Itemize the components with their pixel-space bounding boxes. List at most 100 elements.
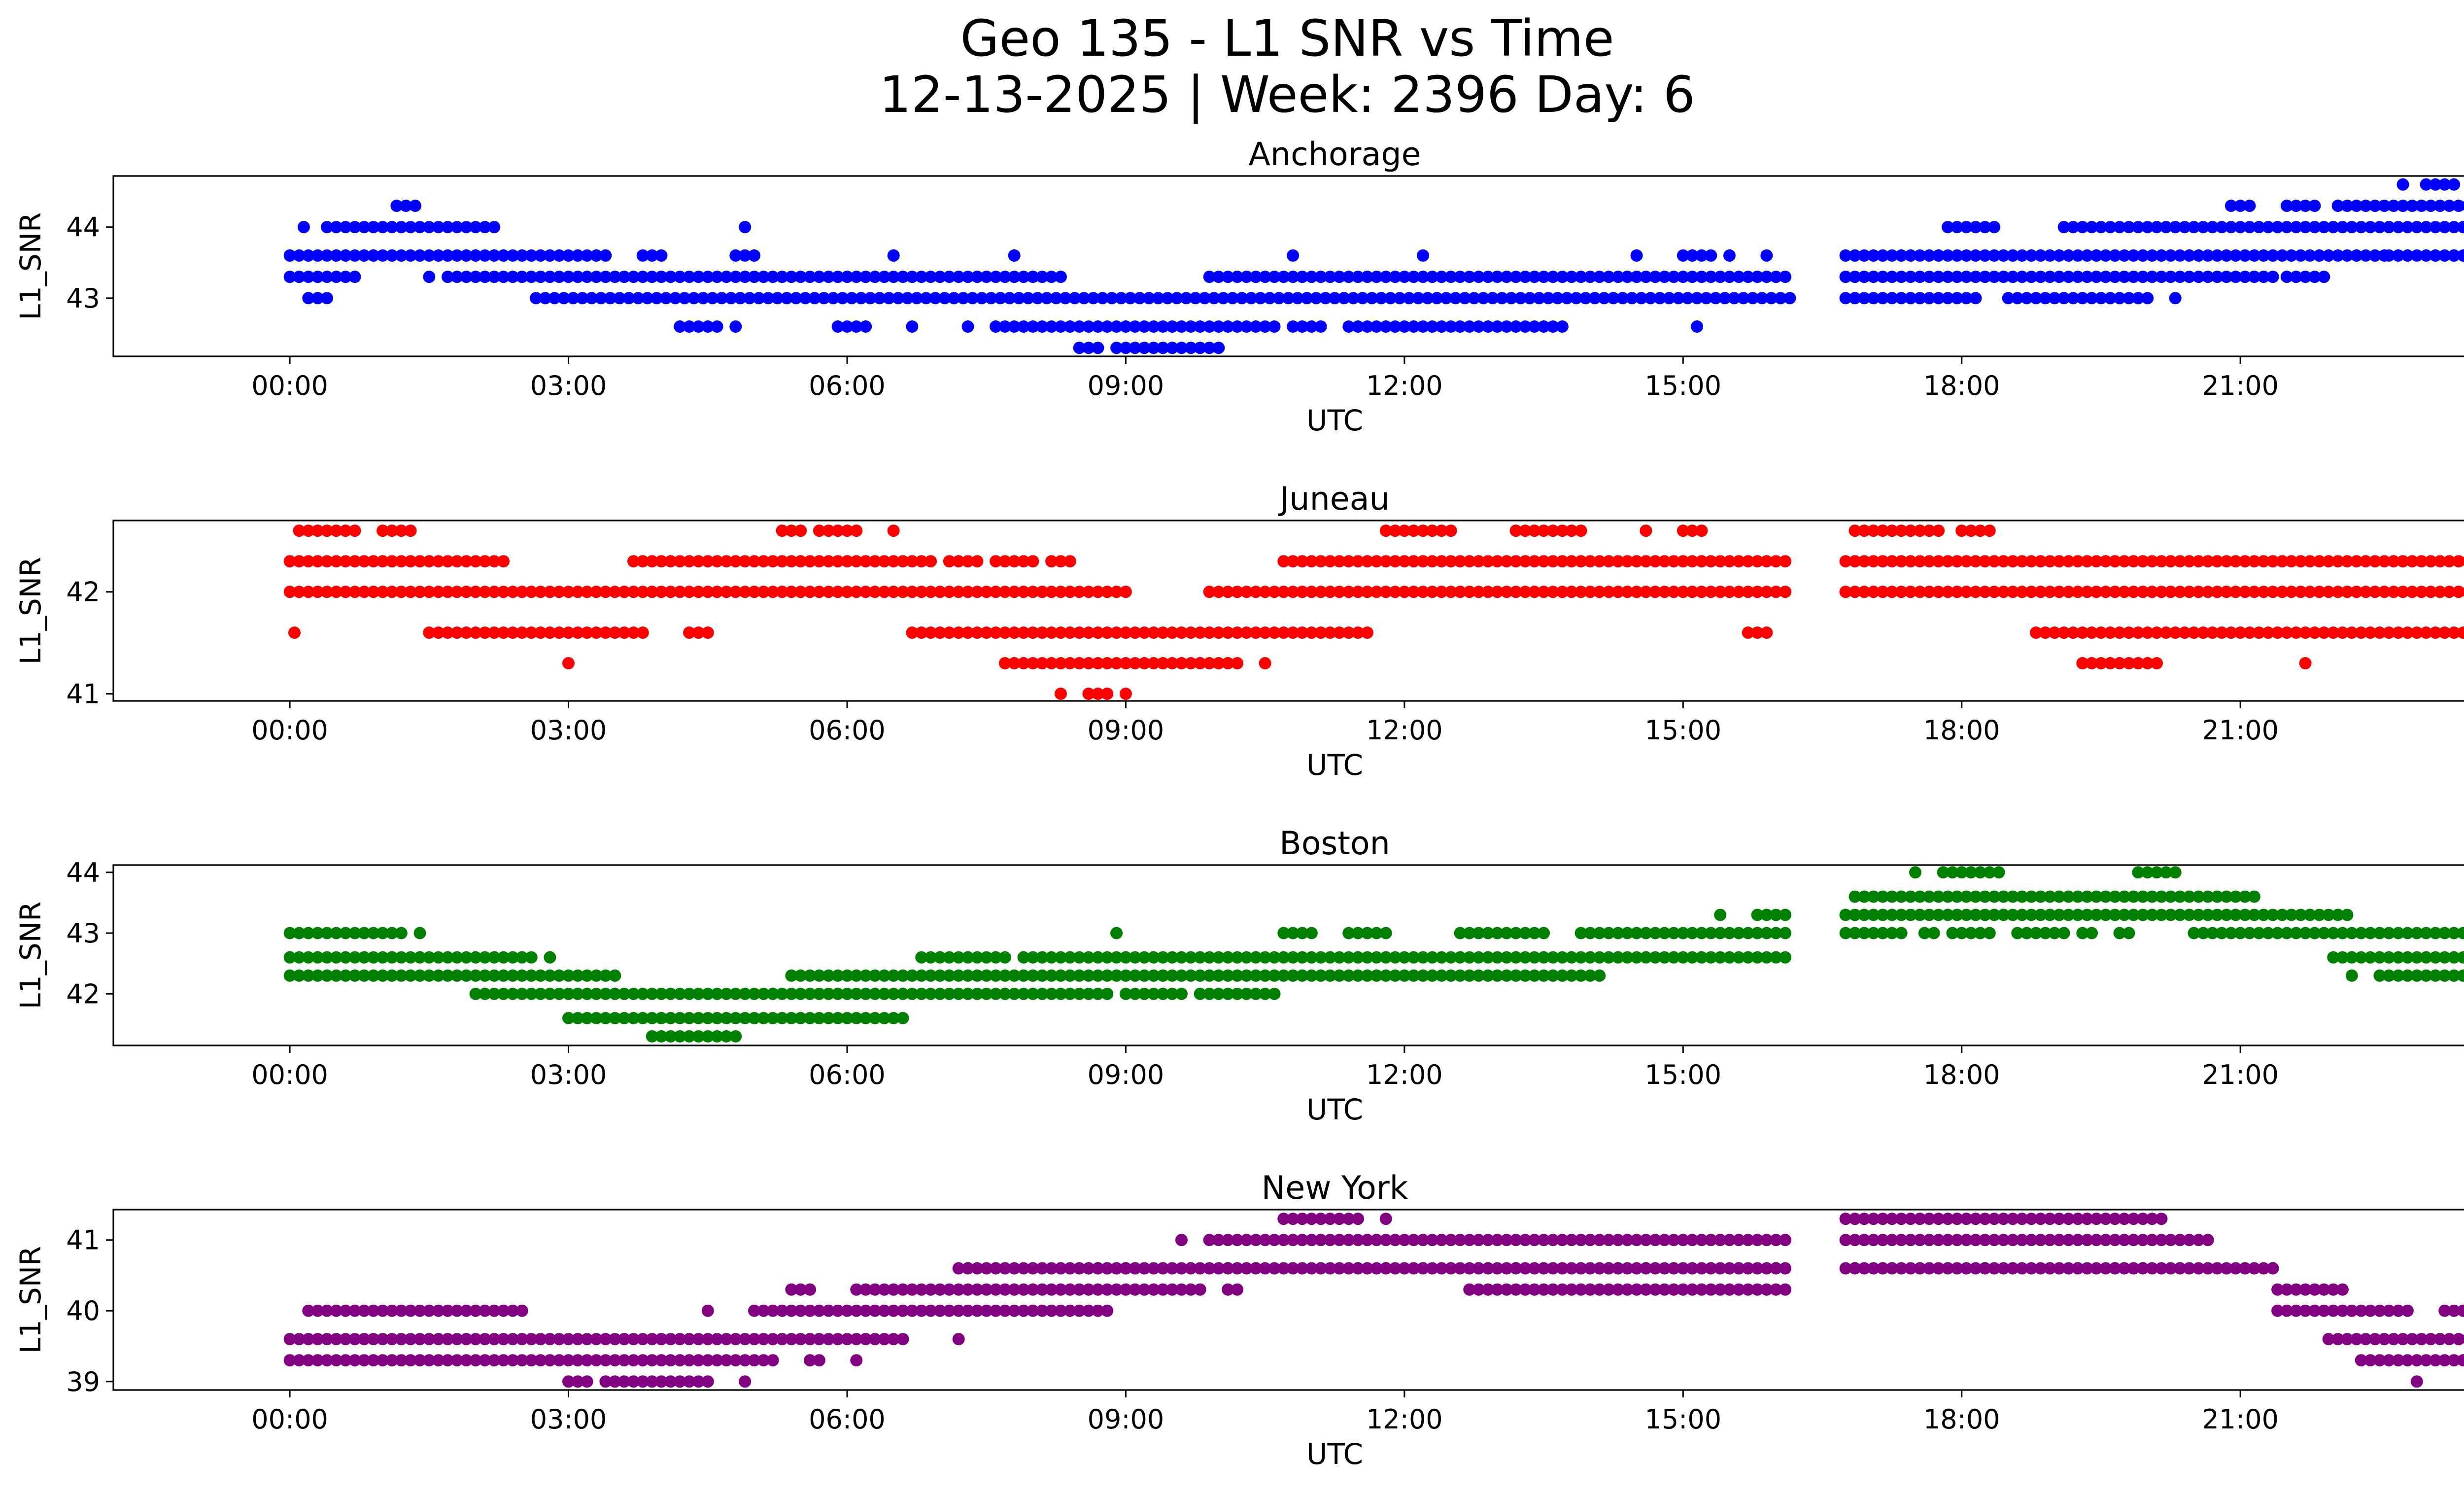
data-point <box>1143 292 1155 305</box>
data-point <box>687 292 700 305</box>
data-point <box>1658 1262 1671 1275</box>
axes-frame-juneau <box>112 520 2464 702</box>
data-point <box>460 586 473 598</box>
data-point <box>924 1283 937 1296</box>
data-point <box>664 586 677 598</box>
data-point <box>1277 555 1290 568</box>
data-point <box>887 249 900 262</box>
data-point <box>1008 1283 1021 1296</box>
data-point <box>1249 969 1262 982</box>
data-point <box>1858 586 1871 598</box>
data-point <box>1138 342 1151 354</box>
data-point <box>507 271 519 283</box>
data-point <box>330 249 342 262</box>
data-point <box>2095 292 2107 305</box>
data-point <box>683 586 696 598</box>
data-point <box>627 1012 640 1024</box>
data-point <box>2016 1213 2028 1225</box>
data-point <box>2062 1213 2075 1225</box>
data-point <box>2183 908 2195 921</box>
data-point <box>2276 586 2289 598</box>
data-point <box>590 271 603 283</box>
data-point <box>827 292 840 305</box>
data-point <box>841 1012 854 1024</box>
data-point <box>395 249 408 262</box>
data-point <box>850 271 863 283</box>
data-point <box>952 1333 965 1346</box>
data-point <box>961 1262 974 1275</box>
data-point <box>664 1030 677 1043</box>
data-point <box>674 320 686 333</box>
data-point <box>1454 1234 1467 1247</box>
data-point <box>655 1354 668 1367</box>
data-point <box>1082 951 1095 964</box>
data-point <box>2127 890 2140 903</box>
data-point <box>1222 657 1234 669</box>
data-point <box>1574 969 1587 982</box>
data-point <box>2262 927 2275 939</box>
data-point <box>1203 969 1216 982</box>
data-point <box>1435 1262 1448 1275</box>
data-point <box>1500 1283 1513 1296</box>
data-point <box>571 987 584 1000</box>
data-point <box>1579 292 1592 305</box>
data-point <box>2257 555 2270 568</box>
data-point <box>330 555 342 568</box>
data-point <box>2299 1283 2312 1296</box>
data-point <box>2044 890 2056 903</box>
data-point <box>1370 271 1383 283</box>
data-point <box>2127 908 2140 921</box>
data-point <box>2016 890 2028 903</box>
data-point <box>2248 249 2260 262</box>
data-point <box>1417 1262 1430 1275</box>
data-point <box>1305 951 1318 964</box>
data-point <box>2438 927 2451 939</box>
data-point <box>432 1333 445 1346</box>
data-point <box>460 221 473 234</box>
data-point <box>1904 1213 1917 1225</box>
data-point <box>692 626 705 639</box>
data-point <box>1686 1283 1699 1296</box>
data-point <box>1770 555 1782 568</box>
data-point <box>1184 951 1197 964</box>
data-point <box>2164 890 2177 903</box>
data-point <box>2448 1354 2461 1367</box>
data-point <box>1509 969 1522 982</box>
data-point <box>581 586 593 598</box>
data-point <box>1932 292 1945 305</box>
data-point <box>934 969 946 982</box>
data-point <box>2452 200 2464 212</box>
data-point <box>1017 555 1030 568</box>
data-point <box>934 951 946 964</box>
data-point <box>562 626 575 639</box>
data-point <box>804 1012 817 1024</box>
data-point <box>2462 201 2464 211</box>
data-point <box>1119 586 1132 598</box>
data-point <box>1686 927 1699 939</box>
data-point <box>590 1333 603 1346</box>
data-point <box>887 524 900 537</box>
data-point <box>1444 524 1457 537</box>
data-point <box>2141 657 2154 669</box>
data-point <box>2090 1234 2103 1247</box>
data-point <box>1914 586 1926 598</box>
data-point <box>2299 626 2312 639</box>
data-point <box>1268 969 1281 982</box>
data-point <box>1960 1234 1973 1247</box>
data-point <box>339 1304 352 1317</box>
data-point <box>1407 586 1420 598</box>
data-point <box>2448 951 2461 964</box>
data-point <box>1630 1262 1643 1275</box>
data-point <box>385 249 398 262</box>
data-point <box>1649 555 1662 568</box>
data-point <box>404 951 417 964</box>
data-point <box>1746 292 1759 305</box>
data-point <box>1305 271 1318 283</box>
data-point <box>906 586 919 598</box>
data-point <box>896 555 909 568</box>
data-point <box>2044 1213 2056 1225</box>
data-point <box>655 1375 668 1388</box>
data-point <box>1180 292 1193 305</box>
data-point <box>831 969 844 982</box>
